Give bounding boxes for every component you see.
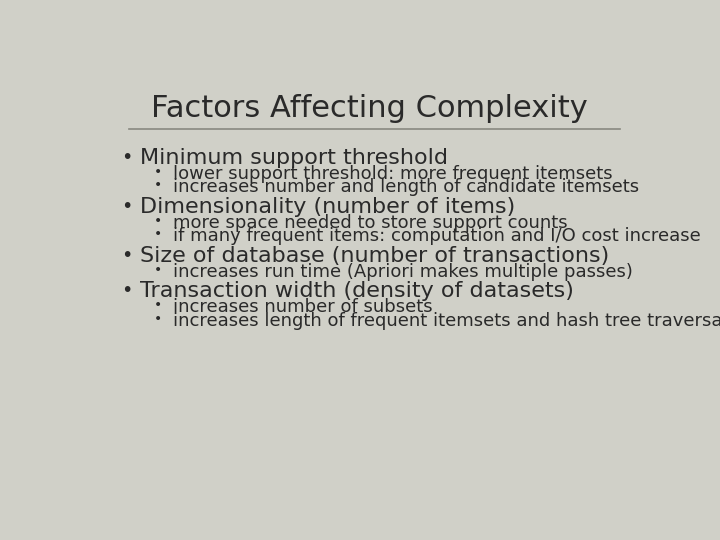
Text: increases number and length of candidate itemsets: increases number and length of candidate… (173, 178, 639, 197)
Text: •: • (154, 165, 163, 179)
Text: •: • (154, 178, 163, 192)
Text: •: • (154, 312, 163, 326)
Text: •: • (154, 214, 163, 228)
Text: Transaction width (density of datasets): Transaction width (density of datasets) (140, 281, 574, 301)
Text: increases run time (Apriori makes multiple passes): increases run time (Apriori makes multip… (173, 263, 632, 281)
Text: lower support threshold: more frequent itemsets: lower support threshold: more frequent i… (173, 165, 612, 183)
Text: more space needed to store support counts: more space needed to store support count… (173, 214, 567, 232)
Text: if many frequent items: computation and I/O cost increase: if many frequent items: computation and … (173, 227, 701, 245)
Text: •: • (154, 227, 163, 241)
Text: Size of database (number of transactions): Size of database (number of transactions… (140, 246, 609, 266)
Text: Factors Affecting Complexity: Factors Affecting Complexity (150, 94, 588, 123)
Text: increases number of subsets: increases number of subsets (173, 298, 432, 316)
Text: •: • (121, 246, 132, 265)
Text: Dimensionality (number of items): Dimensionality (number of items) (140, 197, 516, 217)
Text: •: • (121, 197, 132, 216)
Text: •: • (154, 263, 163, 276)
Text: •: • (121, 281, 132, 300)
Text: •: • (121, 148, 132, 167)
Text: increases length of frequent itemsets and hash tree traversals: increases length of frequent itemsets an… (173, 312, 720, 330)
Text: •: • (154, 298, 163, 312)
Text: Minimum support threshold: Minimum support threshold (140, 148, 449, 168)
